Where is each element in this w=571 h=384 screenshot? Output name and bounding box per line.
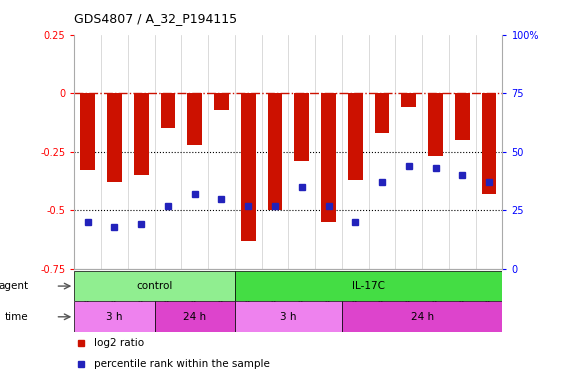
Text: control: control	[136, 281, 172, 291]
Bar	[187, 93, 202, 145]
Text: 24 h: 24 h	[183, 312, 206, 322]
Bar	[74, 271, 235, 301]
Text: IL-17C: IL-17C	[352, 281, 385, 291]
Bar	[455, 93, 470, 140]
Bar	[401, 93, 416, 107]
Bar	[482, 93, 496, 194]
Bar	[134, 93, 148, 175]
Bar	[268, 93, 282, 210]
Bar	[348, 93, 363, 180]
Text: percentile rank within the sample: percentile rank within the sample	[94, 359, 270, 369]
Bar	[214, 93, 229, 109]
Text: GDS4807 / A_32_P194115: GDS4807 / A_32_P194115	[74, 12, 238, 25]
Bar	[342, 301, 502, 332]
Text: 3 h: 3 h	[106, 312, 123, 322]
Bar	[321, 93, 336, 222]
Bar	[160, 93, 175, 128]
Bar	[235, 301, 342, 332]
Text: 24 h: 24 h	[411, 312, 434, 322]
Text: time: time	[5, 312, 29, 322]
Bar	[295, 93, 309, 161]
Text: 3 h: 3 h	[280, 312, 296, 322]
Text: agent: agent	[0, 281, 29, 291]
Bar	[74, 301, 155, 332]
Bar	[235, 271, 502, 301]
Text: log2 ratio: log2 ratio	[94, 338, 144, 348]
Bar	[107, 93, 122, 182]
Bar	[155, 301, 235, 332]
Bar	[81, 93, 95, 170]
Bar	[375, 93, 389, 133]
Bar	[428, 93, 443, 156]
Bar	[241, 93, 256, 241]
